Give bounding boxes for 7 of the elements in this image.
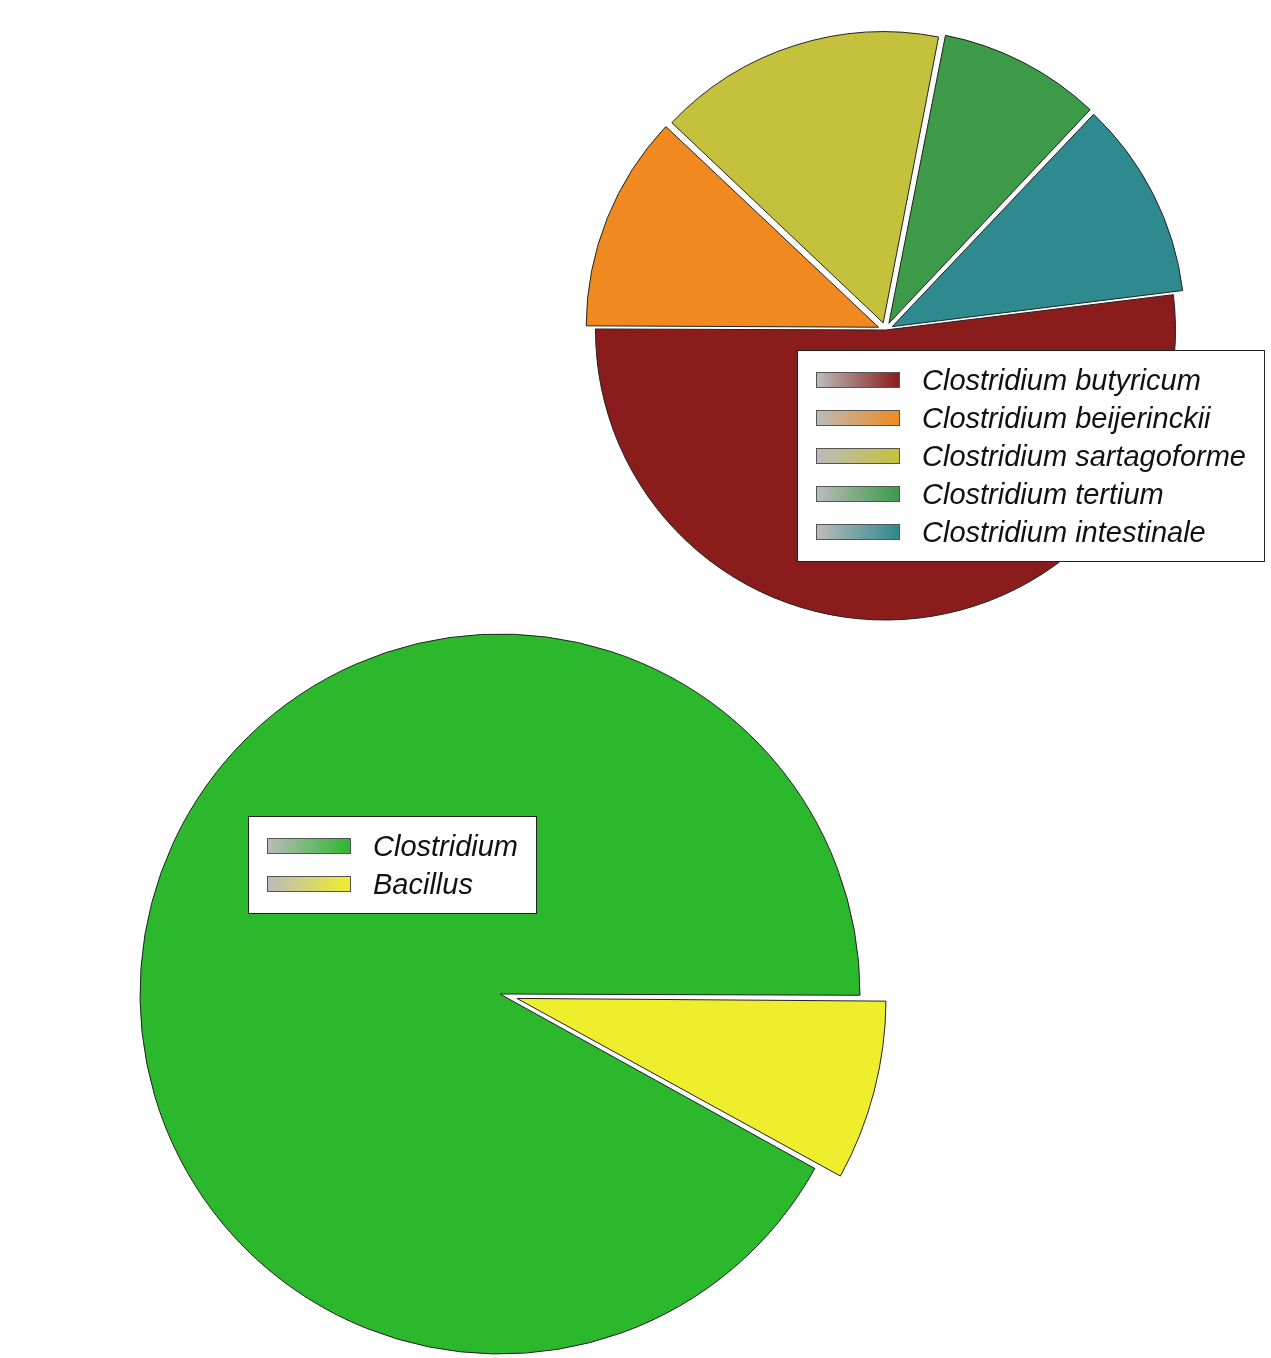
legend-label: Clostridium butyricum (922, 363, 1201, 397)
legend-label: Clostridium sartagoforme (922, 439, 1246, 473)
legend-label: Clostridium intestinale (922, 515, 1206, 549)
legend-label: Clostridium tertium (922, 477, 1164, 511)
legend-label: Clostridium (373, 829, 519, 863)
legend-label: Clostridium beijerinckii (922, 401, 1211, 435)
legend-label: Bacillus (373, 867, 473, 901)
